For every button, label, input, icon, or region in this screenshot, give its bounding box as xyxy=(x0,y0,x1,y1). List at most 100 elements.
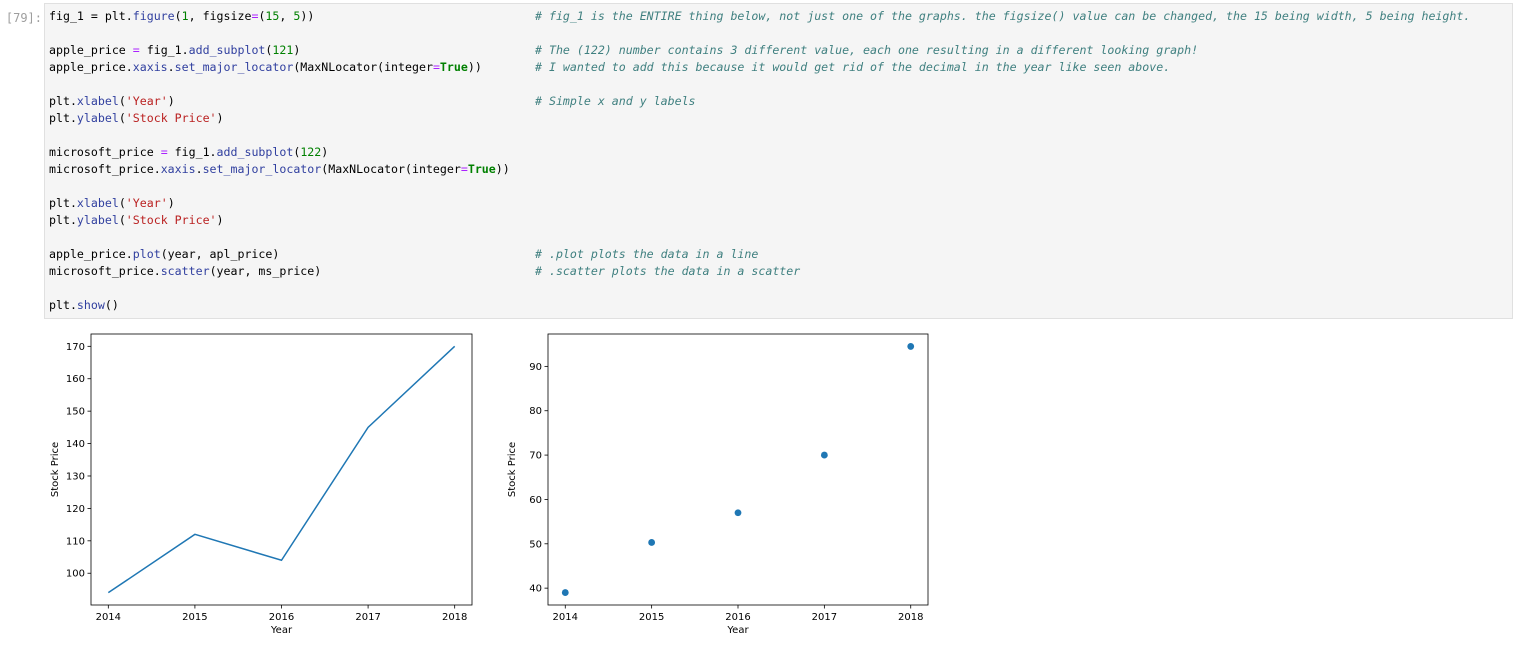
x-tick-label: 2018 xyxy=(898,612,923,623)
code-token: 122 xyxy=(300,145,322,159)
y-axis-label: Stock Price xyxy=(507,442,518,497)
subplot-2: 2014 2015 2016 2017 2018 40 50 60 70 80 90 Year Stoc… xyxy=(507,333,929,636)
code-token: apple_price. xyxy=(49,60,133,74)
code-token: fig_1. xyxy=(139,43,189,57)
code-token: )) xyxy=(495,162,510,176)
y-tick-label: 150 xyxy=(66,407,85,418)
x-tick-label: 2015 xyxy=(182,612,207,623)
code-token: ( xyxy=(258,9,266,23)
x-tick-label: 2014 xyxy=(96,612,121,623)
subplot-1: 2014 2015 2016 2017 2018 100 110 120 130 140 150 16… xyxy=(50,333,473,636)
code-line xyxy=(49,25,510,42)
code-token: microsoft_price. xyxy=(49,264,161,278)
scatter-point xyxy=(734,509,742,517)
y-tick-label: 160 xyxy=(66,374,85,385)
code-token: xlabel xyxy=(76,196,119,210)
code-token: ) xyxy=(293,43,301,57)
y-tick-label: 40 xyxy=(529,584,542,595)
code-line: fig_1 = plt.figure(1, figsize=(15, 5)) # … xyxy=(49,8,1470,25)
figure: 2014 2015 2016 2017 2018 100 110 120 130 140 150 16… xyxy=(50,333,929,636)
code-line: plt.xlabel('Year') xyxy=(49,195,510,212)
code-editor[interactable]: fig_1 = plt.figure(1, figsize=(15, 5)) # … xyxy=(49,8,1470,314)
scatter-point xyxy=(820,451,828,459)
code-line: microsoft_price.xaxis.set_major_locator(… xyxy=(49,161,510,178)
x-axis-label: Year xyxy=(726,625,749,636)
code-token: apple_price xyxy=(49,43,133,57)
code-token: , figsize xyxy=(188,9,252,23)
code-token: xaxis xyxy=(132,60,168,74)
code-token: add_subplot xyxy=(216,145,294,159)
x-tick-label: 2017 xyxy=(355,612,380,623)
code-token: plt. xyxy=(49,196,77,210)
code-line: apple_price.plot(year, apl_price) # .plot… xyxy=(49,246,758,263)
x-tick-label: 2016 xyxy=(725,612,750,623)
code-token: figure xyxy=(132,9,175,23)
code-token: ylabel xyxy=(76,213,119,227)
code-token: ( xyxy=(174,9,182,23)
code-comment: # I wanted to add this because it would … xyxy=(535,60,1171,74)
code-token: microsoft_price. xyxy=(49,162,161,176)
y-axis-label: Stock Price xyxy=(50,442,61,497)
code-token: ( xyxy=(293,145,301,159)
code-token: ( xyxy=(118,196,126,210)
code-comment: # .plot plots the data in a line xyxy=(535,247,759,261)
code-line xyxy=(49,229,510,246)
code-token: = xyxy=(460,162,468,176)
code-cell-input[interactable]: fig_1 = plt.figure(1, figsize=(15, 5)) # … xyxy=(44,3,1513,319)
code-line: microsoft_price = fig_1.add_subplot(122) xyxy=(49,144,510,161)
code-token: ) xyxy=(167,94,175,108)
code-line xyxy=(49,76,510,93)
code-token: , xyxy=(279,9,294,23)
code-token: )) xyxy=(467,60,482,74)
x-tick-label: 2017 xyxy=(812,612,837,623)
code-comment: # Simple x and y labels xyxy=(535,94,696,108)
code-line: microsoft_price.scatter(year, ms_price) #… xyxy=(49,263,800,280)
code-line: plt.show() xyxy=(49,297,510,314)
y-tick-label: 90 xyxy=(529,362,542,373)
code-token: xaxis xyxy=(160,162,196,176)
y-tick-label: 120 xyxy=(66,504,85,515)
code-token: 'Stock Price' xyxy=(125,213,217,227)
code-token: = xyxy=(132,43,140,57)
code-token: plt. xyxy=(49,94,77,108)
code-token: show xyxy=(76,298,105,312)
code-comment: # The (122) number contains 3 different … xyxy=(535,43,1199,57)
code-token: plt. xyxy=(49,111,77,125)
code-token: 'Year' xyxy=(125,94,168,108)
code-line: plt.ylabel('Stock Price') xyxy=(49,212,510,229)
code-token: apple_price. xyxy=(49,247,133,261)
x-axis-label: Year xyxy=(270,625,293,636)
y-tick-label: 80 xyxy=(529,406,542,417)
plot-frame xyxy=(90,333,473,606)
code-token: 'Year' xyxy=(125,196,168,210)
code-token: ) xyxy=(216,111,224,125)
code-token: ) xyxy=(167,196,175,210)
code-token: (MaxNLocator(integer xyxy=(293,60,433,74)
y-tick-label: 60 xyxy=(529,495,542,506)
y-tick-label: 100 xyxy=(66,569,85,580)
code-token: (year, ms_price) xyxy=(209,264,322,278)
scatter-point xyxy=(907,343,915,350)
code-token: (year, apl_price) xyxy=(160,247,280,261)
code-token: 121 xyxy=(272,43,294,57)
y-tick-label: 50 xyxy=(529,539,542,550)
code-token: 1 xyxy=(181,9,189,23)
cell-output: 2014 2015 2016 2017 2018 100 110 120 130 140 150 16… xyxy=(0,322,1517,649)
code-token: plt. xyxy=(49,213,77,227)
code-token: ( xyxy=(118,111,126,125)
code-token: ( xyxy=(265,43,273,57)
code-token: () xyxy=(104,298,119,312)
code-token: ) xyxy=(216,213,224,227)
code-token: ( xyxy=(118,94,126,108)
cell-prompt: [79]: xyxy=(5,11,42,25)
code-line xyxy=(49,178,510,195)
x-tick-label: 2015 xyxy=(639,612,664,623)
line-series xyxy=(107,345,456,594)
code-token: add_subplot xyxy=(188,43,266,57)
code-token: scatter xyxy=(160,264,210,278)
code-line xyxy=(49,280,510,297)
code-token: plot xyxy=(132,247,161,261)
plot-frame xyxy=(547,333,929,606)
x-tick-label: 2016 xyxy=(269,612,294,623)
y-tick-label: 140 xyxy=(66,439,85,450)
